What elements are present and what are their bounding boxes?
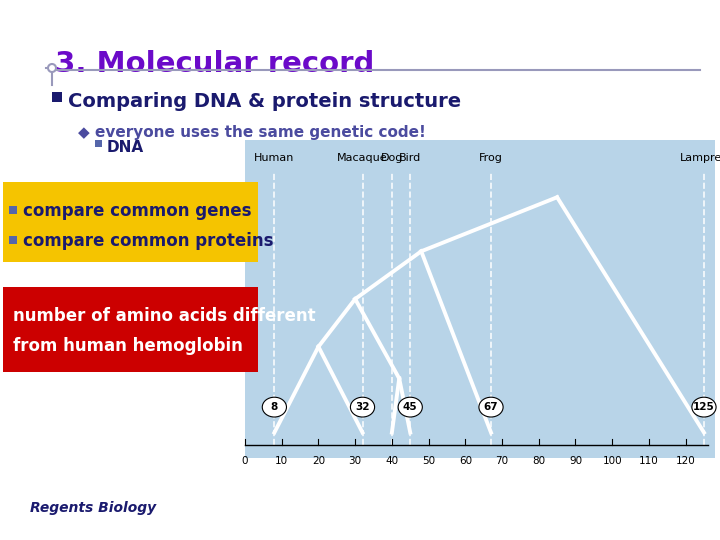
- Text: 110: 110: [639, 456, 659, 467]
- Text: Comparing DNA & protein structure: Comparing DNA & protein structure: [68, 92, 461, 111]
- Text: 8: 8: [271, 402, 278, 412]
- Text: compare common genes: compare common genes: [23, 202, 251, 220]
- Bar: [9, 236, 17, 244]
- Ellipse shape: [692, 397, 716, 417]
- Bar: [245, 140, 715, 458]
- Text: DNA: DNA: [107, 140, 144, 155]
- Bar: [52, 92, 62, 102]
- Text: 100: 100: [603, 456, 622, 467]
- Text: 67: 67: [484, 402, 498, 412]
- Text: 125: 125: [693, 402, 715, 412]
- Text: 70: 70: [495, 456, 508, 467]
- Ellipse shape: [262, 397, 287, 417]
- Ellipse shape: [479, 397, 503, 417]
- Text: 32: 32: [355, 402, 370, 412]
- Text: 40: 40: [385, 456, 398, 467]
- Text: Human: Human: [254, 153, 294, 163]
- Text: 10: 10: [275, 456, 288, 467]
- Text: 120: 120: [676, 456, 696, 467]
- Text: 90: 90: [569, 456, 582, 467]
- Text: 45: 45: [403, 402, 418, 412]
- Text: Lamprey: Lamprey: [680, 153, 720, 163]
- Text: Dog: Dog: [381, 153, 403, 163]
- Ellipse shape: [398, 397, 423, 417]
- Bar: [9, 206, 17, 214]
- Text: Regents Biology: Regents Biology: [30, 501, 156, 515]
- Bar: [3, 182, 258, 262]
- Text: Macaque: Macaque: [337, 153, 388, 163]
- Bar: [3, 287, 258, 372]
- Ellipse shape: [351, 397, 374, 417]
- Text: compare common proteins: compare common proteins: [23, 232, 274, 250]
- Text: 30: 30: [348, 456, 361, 467]
- Circle shape: [48, 64, 56, 72]
- Text: from human hemoglobin: from human hemoglobin: [13, 337, 243, 355]
- Text: number of amino acids different: number of amino acids different: [13, 307, 315, 325]
- Text: 60: 60: [459, 456, 472, 467]
- Text: ◆ everyone uses the same genetic code!: ◆ everyone uses the same genetic code!: [78, 125, 426, 140]
- Text: Frog: Frog: [479, 153, 503, 163]
- Text: 0: 0: [242, 456, 248, 467]
- Bar: [95, 140, 102, 147]
- Text: 20: 20: [312, 456, 325, 467]
- Text: 50: 50: [422, 456, 435, 467]
- Text: Bird: Bird: [399, 153, 421, 163]
- Text: 3. Molecular record: 3. Molecular record: [55, 50, 374, 78]
- Text: 80: 80: [532, 456, 545, 467]
